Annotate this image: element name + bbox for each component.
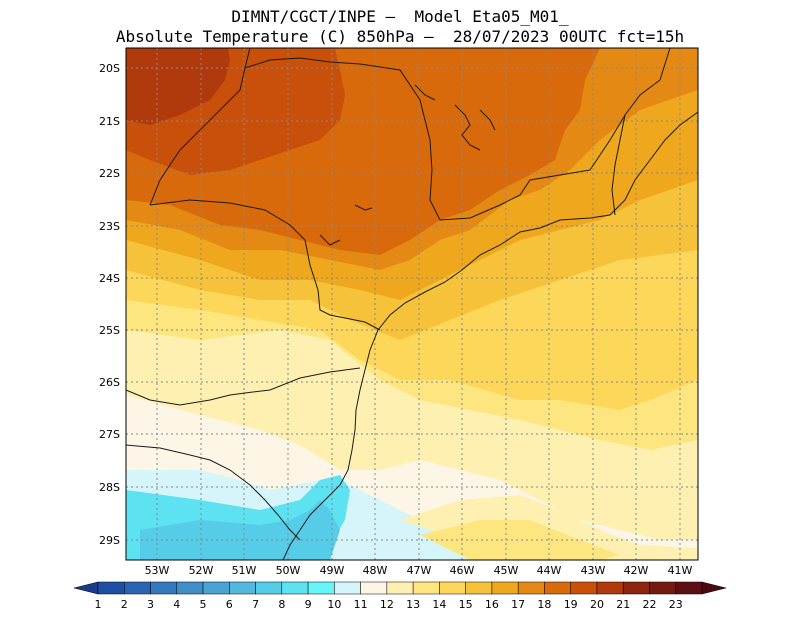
colorbar-label: 19	[564, 598, 578, 611]
colorbar-swatch	[675, 581, 703, 595]
map-frame	[125, 47, 699, 561]
colorbar: 1 2 3 4 5 6 7 8 9 10 11 12 13 14 15 16 17 18 19 20 21 22 23	[73, 581, 727, 611]
lon-label-2: 51W	[232, 564, 257, 577]
colorbar-label: 6	[226, 598, 233, 611]
colorbar-label: 3	[147, 598, 154, 611]
colorbar-swatch	[517, 581, 545, 595]
state-border-sp-mg	[244, 57, 591, 221]
colorbar-label: 17	[511, 598, 525, 611]
lon-label-1: 52W	[189, 564, 214, 577]
grid-lines	[126, 48, 698, 560]
colorbar-label: 1	[95, 598, 102, 611]
lat-label-9: 29S	[99, 534, 120, 547]
colorbar-label: 9	[305, 598, 312, 611]
colorbar-label: 14	[432, 598, 446, 611]
colorbar-swatch	[360, 581, 388, 595]
reservoir-4	[319, 234, 341, 246]
state-border-pr-sc	[126, 367, 361, 406]
reservoir-3	[414, 84, 436, 101]
colorbar-swatch	[386, 581, 414, 595]
colorbar-swatch	[202, 581, 230, 595]
longitude-labels: 53W 52W 51W 50W 49W 48W 47W 46W 45W 44W …	[145, 564, 693, 577]
colorbar-swatch	[544, 581, 571, 595]
colorbar-swatch	[649, 581, 676, 595]
lat-label-5: 25S	[99, 324, 120, 337]
colorbar-swatch	[255, 581, 283, 595]
lat-label-7: 27S	[99, 428, 120, 441]
coastline	[282, 111, 698, 560]
lon-label-12: 41W	[668, 564, 693, 577]
colorbar-label: 4	[173, 598, 180, 611]
boundaries	[126, 48, 698, 560]
lat-label-2: 22S	[99, 167, 120, 180]
colorbar-swatch	[491, 581, 519, 595]
colorbar-swatch	[596, 581, 624, 595]
colorbar-label: 20	[590, 598, 604, 611]
state-border-mg-rj-es	[589, 48, 671, 171]
colorbar-swatch	[439, 581, 466, 595]
temperature-field	[126, 48, 698, 560]
colorbar-swatch	[176, 581, 204, 595]
colorbar-swatch	[622, 581, 650, 595]
reservoir-5	[354, 204, 373, 211]
state-border-sc-rs	[126, 444, 301, 541]
lon-label-6: 47W	[407, 564, 432, 577]
colorbar-swatch	[281, 581, 309, 595]
colorbar-label: 15	[459, 598, 473, 611]
lon-label-4: 49W	[320, 564, 345, 577]
colorbar-label: 5	[200, 598, 207, 611]
lon-label-7: 46W	[450, 564, 475, 577]
colorbar-label: 21	[616, 598, 630, 611]
ocean-warm-band-14	[420, 520, 620, 560]
ocean-warm-band-13	[400, 495, 698, 560]
lon-label-11: 42W	[624, 564, 649, 577]
colorbar-swatch	[229, 581, 256, 595]
lat-label-4: 24S	[99, 272, 120, 285]
colorbar-swatch	[465, 581, 493, 595]
colorbar-label: 23	[669, 598, 683, 611]
colorbar-swatch	[570, 581, 598, 595]
reservoir-1	[454, 104, 481, 151]
colorbar-max-arrow	[701, 581, 727, 595]
colorbar-swatch	[150, 581, 178, 595]
lon-label-0: 53W	[145, 564, 170, 577]
colorbar-label: 16	[485, 598, 499, 611]
lon-label-3: 50W	[276, 564, 301, 577]
lat-label-1: 21S	[99, 115, 120, 128]
colorbar-swatch	[412, 581, 440, 595]
lon-label-10: 43W	[581, 564, 606, 577]
colorbar-label: 10	[327, 598, 341, 611]
lat-label-6: 26S	[99, 376, 120, 389]
colorbar-swatch	[334, 581, 361, 595]
colorbar-label: 18	[537, 598, 551, 611]
chart-title-line1: DIMNT/CGCT/INPE – Model Eta05_M01_	[231, 7, 569, 26]
colorbar-swatch	[124, 581, 151, 595]
lon-label-5: 48W	[363, 564, 388, 577]
colorbar-label: 8	[278, 598, 285, 611]
colorbar-label: 12	[380, 598, 394, 611]
chart-title-line2: Absolute Temperature (C) 850hPa – 28/07/…	[115, 27, 685, 46]
colorbar-min-arrow	[73, 581, 99, 595]
lon-label-8: 45W	[494, 564, 519, 577]
lat-label-8: 28S	[99, 481, 120, 494]
colorbar-label: 2	[121, 598, 128, 611]
colorbar-swatch	[307, 581, 335, 595]
lat-label-0: 20S	[99, 62, 120, 75]
state-border-sp-pr	[149, 199, 381, 331]
lat-label-3: 23S	[99, 220, 120, 233]
colorbar-label: 11	[354, 598, 368, 611]
colorbar-label: 7	[252, 598, 259, 611]
lon-label-9: 44W	[537, 564, 562, 577]
colorbar-swatch	[97, 581, 125, 595]
band-21	[126, 48, 230, 125]
colorbar-label: 22	[642, 598, 656, 611]
latitude-labels: 20S 21S 22S 23S 24S 25S 26S 27S 28S 29S	[99, 62, 120, 547]
state-border-ms	[149, 48, 251, 206]
reservoir-2	[479, 109, 496, 131]
colorbar-label: 13	[406, 598, 420, 611]
state-border-mg-es	[611, 114, 626, 216]
